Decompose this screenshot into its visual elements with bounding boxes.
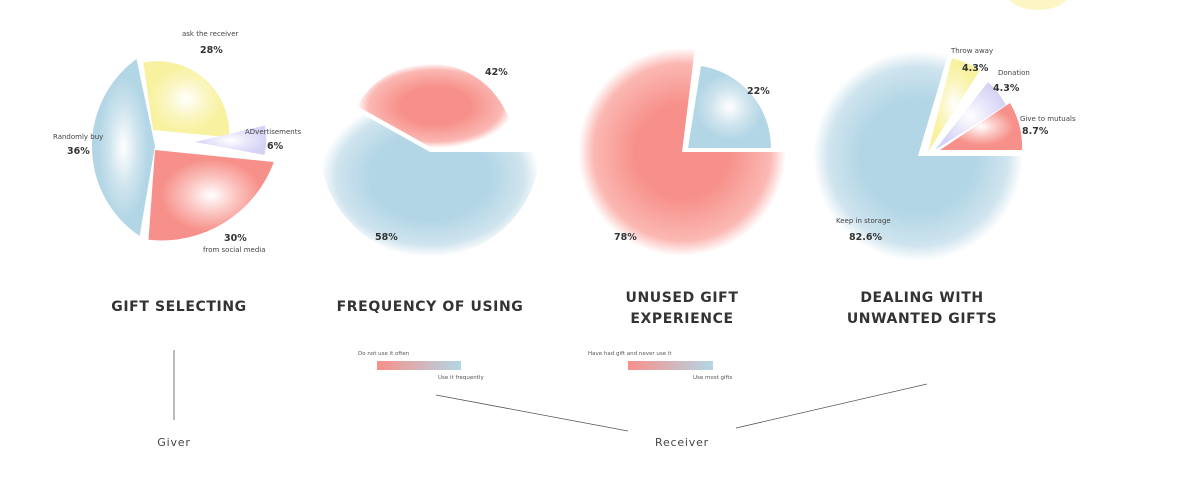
label-give-to-mutuals: Give to mutuals bbox=[1020, 115, 1076, 123]
label-randomly-buy: Randomly buy bbox=[53, 133, 103, 141]
value-use-it-frequently: 58% bbox=[375, 232, 398, 243]
title-gift-selecting: GIFT SELECTING bbox=[111, 299, 246, 315]
label-donation: Donation bbox=[998, 69, 1030, 77]
legend-low-label: Have had gift and never use it bbox=[588, 351, 672, 357]
value-keep-in-storage: 82.6% bbox=[849, 232, 882, 243]
legend-high-label: Use it frequently bbox=[438, 375, 484, 381]
slice-throw-away bbox=[928, 58, 980, 152]
value-never-used: 22% bbox=[747, 86, 770, 97]
decorative-blob bbox=[1009, 0, 1067, 10]
label-ask-the-receiver: ask the receiver bbox=[182, 30, 239, 38]
value-ask-the-receiver: 28% bbox=[200, 45, 223, 56]
title-dealing-line-2: UNWANTED GIFTS bbox=[847, 311, 997, 327]
slice-randomly-buy bbox=[91, 59, 155, 236]
slice-never-used bbox=[688, 66, 771, 148]
slice-keep-in-storage bbox=[813, 51, 1023, 262]
value-do-not-use-often: 42% bbox=[485, 67, 508, 78]
legend-low-label: Do not use it often bbox=[358, 351, 410, 357]
role-connectors bbox=[173, 350, 928, 432]
chart-unused-gift-experience: 22% 78% UNUSED GIFT EXPERIENCE Have had … bbox=[578, 47, 786, 381]
receiver-connector-left bbox=[435, 394, 629, 432]
slice-give-to-mutuals bbox=[940, 103, 1023, 150]
chart-gift-selecting: ask the receiver 28% ADvertisements 6% 3… bbox=[53, 30, 301, 315]
chart-frequency-of-using: 42% 58% FREQUENCY OF USING Do not use it… bbox=[320, 63, 540, 381]
label-from-social-media: from social media bbox=[203, 246, 266, 254]
legend-high-label: Use most gifts bbox=[693, 375, 733, 381]
value-from-social-media: 30% bbox=[224, 233, 247, 244]
legend-gradient-bar bbox=[377, 361, 461, 370]
value-advertisements: 6% bbox=[267, 141, 284, 152]
legend-unused: Have had gift and never use it Use most … bbox=[588, 351, 733, 381]
label-throw-away: Throw away bbox=[950, 47, 993, 55]
title-dealing-line-1: DEALING WITH bbox=[860, 290, 983, 306]
legend-frequency: Do not use it often Use it frequently bbox=[358, 351, 484, 381]
label-advertisements: ADvertisements bbox=[245, 128, 301, 136]
slice-ask-the-receiver bbox=[143, 61, 230, 138]
slice-advertisements bbox=[195, 125, 267, 155]
receiver-connector-right bbox=[735, 383, 928, 429]
legend-gradient-bar bbox=[628, 361, 713, 370]
value-give-to-mutuals: 8.7% bbox=[1022, 126, 1049, 137]
role-giver: Giver bbox=[157, 436, 190, 449]
role-receiver: Receiver bbox=[655, 436, 709, 449]
value-donation: 4.3% bbox=[993, 83, 1020, 94]
value-throw-away: 4.3% bbox=[962, 63, 989, 74]
slice-from-social-media bbox=[148, 150, 274, 241]
slice-donation bbox=[935, 82, 1006, 150]
slice-do-not-use-often bbox=[357, 63, 515, 148]
title-unused-gift-line-1: UNUSED GIFT bbox=[625, 290, 738, 306]
slice-use-it-frequently bbox=[320, 97, 540, 257]
value-use-most-gifts: 78% bbox=[614, 232, 637, 243]
title-unused-gift-line-2: EXPERIENCE bbox=[630, 311, 733, 327]
chart-dealing-with-unwanted-gifts: Throw away 4.3% Donation 4.3% Give to mu… bbox=[813, 47, 1076, 327]
slice-use-most-gifts bbox=[578, 47, 786, 256]
value-randomly-buy: 36% bbox=[67, 146, 90, 157]
title-frequency-of-using: FREQUENCY OF USING bbox=[337, 299, 524, 315]
label-keep-in-storage: Keep in storage bbox=[836, 217, 891, 225]
